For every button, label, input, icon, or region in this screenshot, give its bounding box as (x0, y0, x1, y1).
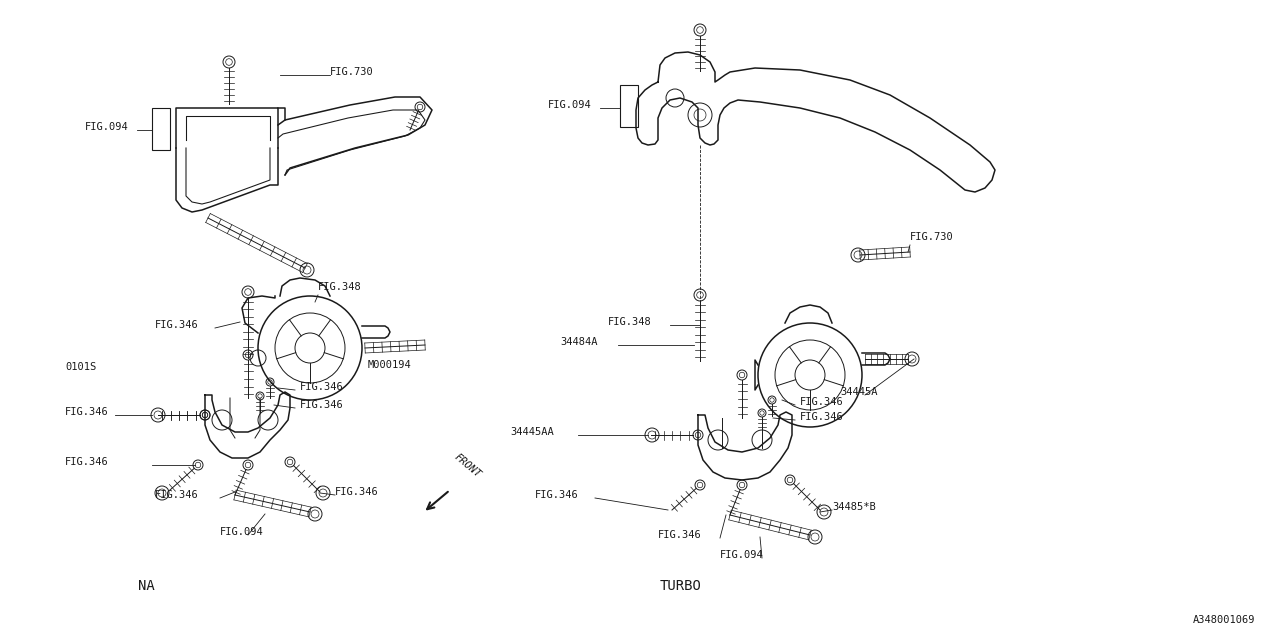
Text: FIG.348: FIG.348 (608, 317, 652, 327)
Text: M000194: M000194 (369, 360, 412, 370)
Text: FIG.094: FIG.094 (84, 122, 129, 132)
Text: TURBO: TURBO (660, 579, 701, 593)
Text: FIG.346: FIG.346 (800, 397, 844, 407)
Text: NA: NA (138, 579, 155, 593)
Text: FIG.094: FIG.094 (220, 527, 264, 537)
Text: FIG.730: FIG.730 (910, 232, 954, 242)
Text: FIG.094: FIG.094 (721, 550, 764, 560)
Text: FIG.730: FIG.730 (330, 67, 374, 77)
Text: FIG.094: FIG.094 (548, 100, 591, 110)
Text: 0101S: 0101S (65, 362, 96, 372)
Text: 34484A: 34484A (561, 337, 598, 347)
Text: 34485*B: 34485*B (832, 502, 876, 512)
Text: FIG.346: FIG.346 (300, 400, 344, 410)
Text: FIG.346: FIG.346 (300, 382, 344, 392)
Text: FIG.346: FIG.346 (65, 407, 109, 417)
Text: FIG.346: FIG.346 (800, 412, 844, 422)
Text: 34445AA: 34445AA (509, 427, 554, 437)
Text: A348001069: A348001069 (1193, 615, 1254, 625)
Text: FIG.346: FIG.346 (335, 487, 379, 497)
Text: FRONT: FRONT (452, 452, 483, 480)
Text: FIG.346: FIG.346 (535, 490, 579, 500)
Text: FIG.346: FIG.346 (155, 490, 198, 500)
Text: FIG.348: FIG.348 (317, 282, 362, 292)
Text: FIG.346: FIG.346 (65, 457, 109, 467)
Text: FIG.346: FIG.346 (155, 320, 198, 330)
Text: FIG.346: FIG.346 (658, 530, 701, 540)
Text: 34445A: 34445A (840, 387, 878, 397)
